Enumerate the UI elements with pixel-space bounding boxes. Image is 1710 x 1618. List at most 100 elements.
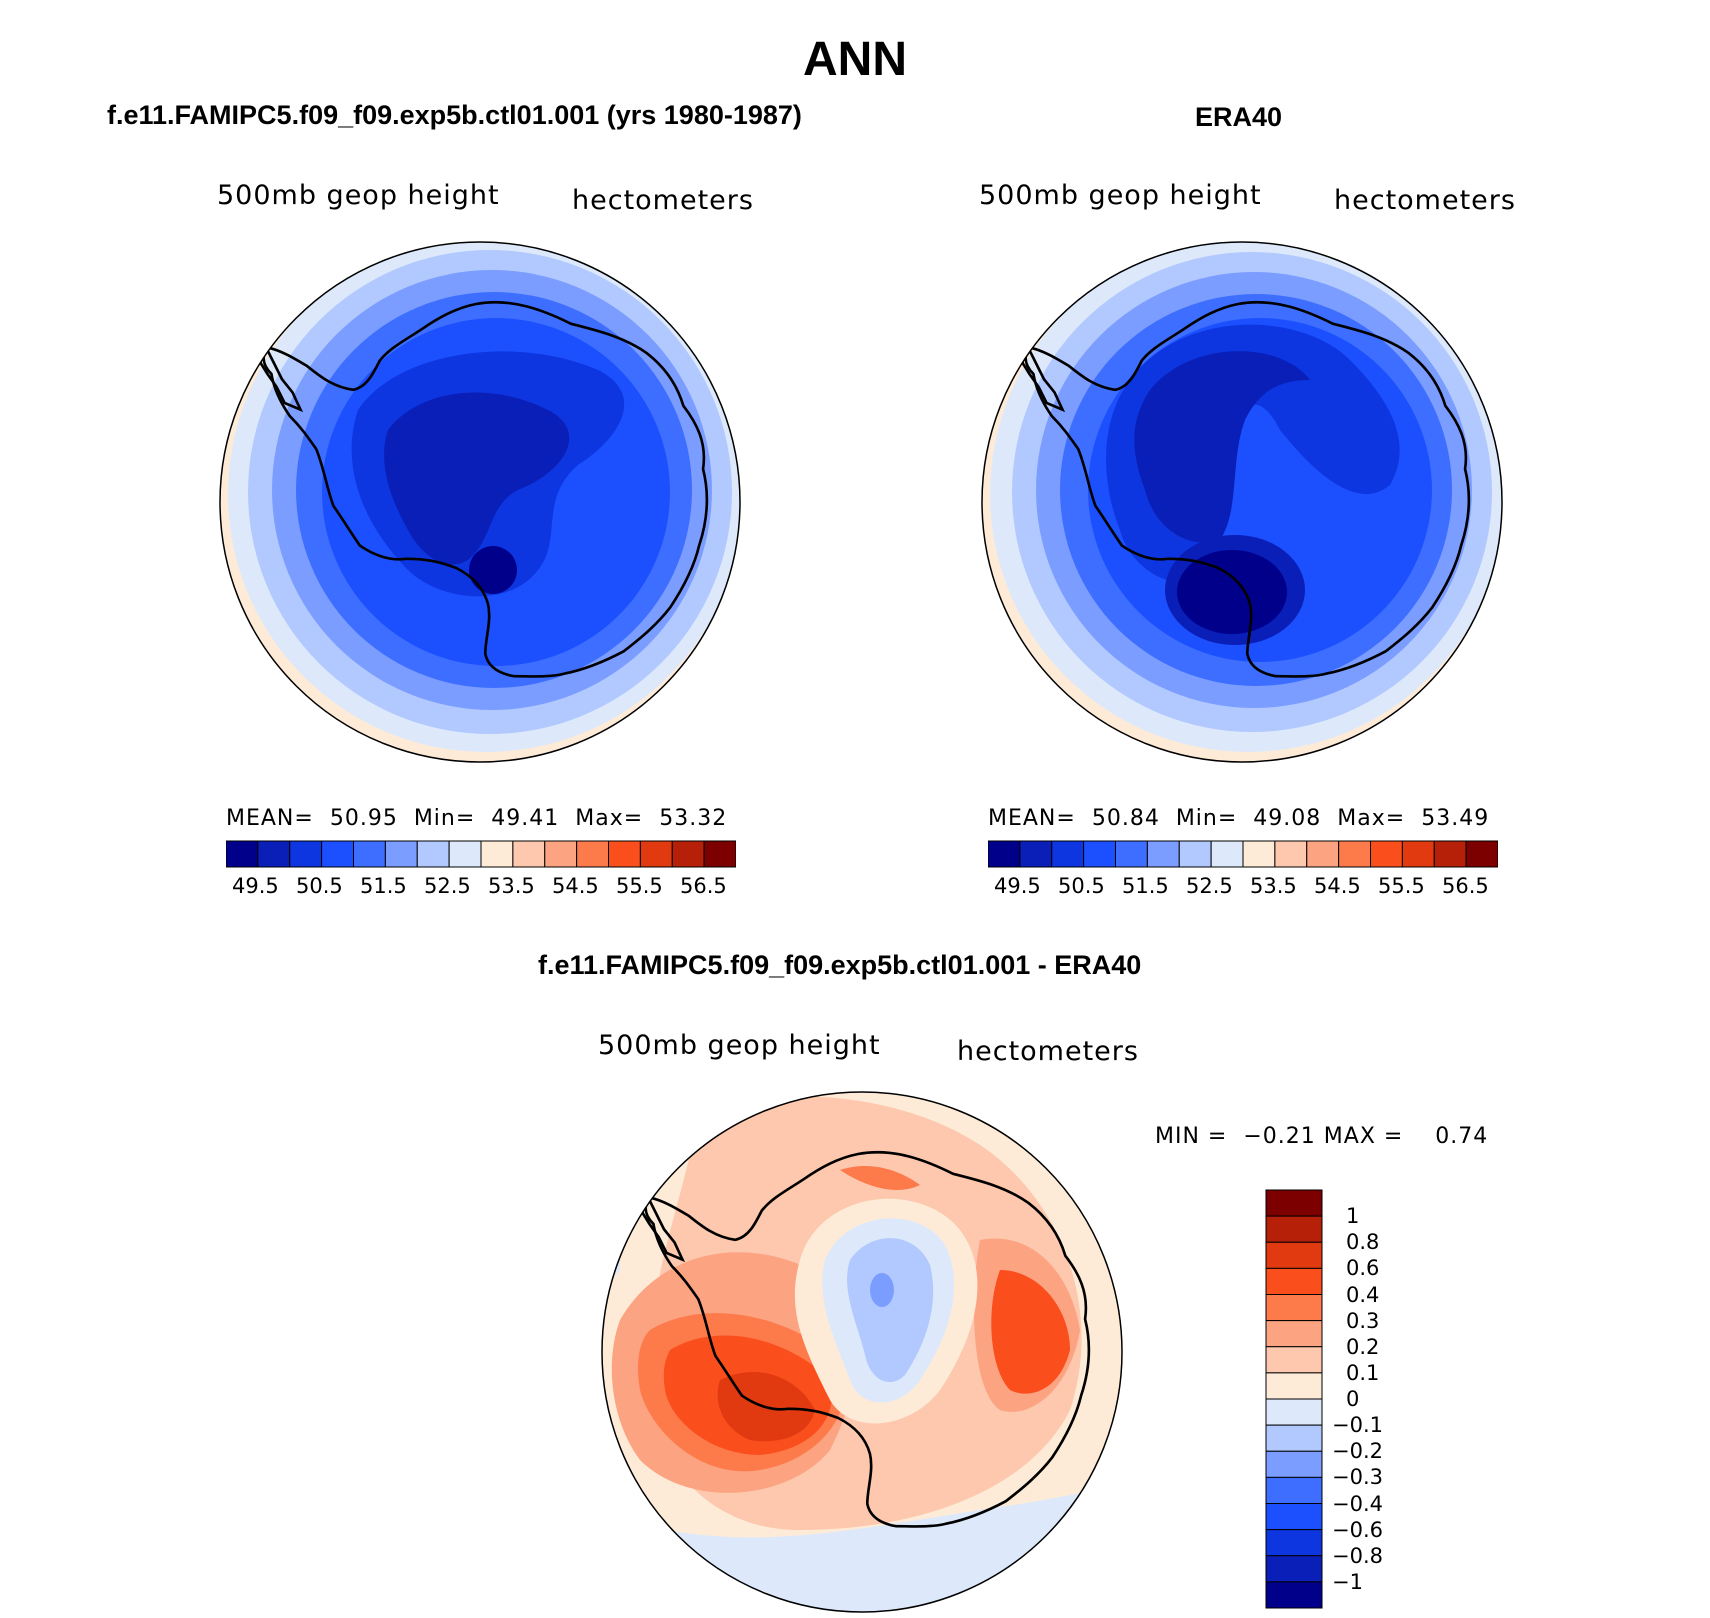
tick: 52.5 bbox=[424, 874, 471, 898]
colorbar-swatch bbox=[1265, 1372, 1323, 1400]
colorbar-swatch bbox=[384, 840, 418, 868]
panel-obs-title: ERA40 bbox=[1195, 102, 1283, 132]
colorbar-swatch bbox=[1265, 1476, 1323, 1505]
colorbar-swatch bbox=[1265, 1398, 1323, 1426]
colorbar-swatch bbox=[1265, 1450, 1323, 1478]
colorbar-swatch bbox=[1210, 840, 1244, 868]
panel-diff-units: hectometers bbox=[957, 1036, 1139, 1067]
max-label: Max= bbox=[575, 806, 644, 831]
contour-50 bbox=[384, 392, 570, 565]
panel-obs-variable: 500mb geop height bbox=[979, 180, 1262, 211]
tick: 0 bbox=[1346, 1387, 1360, 1411]
map-border bbox=[219, 241, 741, 763]
colorbar-swatch bbox=[1265, 1555, 1323, 1583]
colorbar-swatch bbox=[1265, 1529, 1323, 1557]
tick: 55.5 bbox=[616, 874, 663, 898]
max-label: Max= bbox=[1337, 806, 1406, 831]
contour-0-west bbox=[602, 1092, 620, 1290]
tick: 0.1 bbox=[1346, 1360, 1380, 1385]
tick: 53.5 bbox=[1250, 874, 1297, 898]
colorbar-swatch bbox=[703, 840, 736, 868]
tick: −0.3 bbox=[1332, 1465, 1383, 1490]
colorbar-diff bbox=[1265, 1189, 1323, 1609]
colorbar-swatch bbox=[671, 840, 705, 868]
tick: 50.5 bbox=[1058, 874, 1105, 898]
colorbar-swatch bbox=[988, 840, 1021, 868]
colorbar-swatch bbox=[1265, 1581, 1323, 1609]
min-value: 49.41 bbox=[491, 806, 560, 831]
contour-0.3-north bbox=[840, 1165, 920, 1190]
colorbar-swatch bbox=[608, 840, 641, 868]
colorbar-swatch bbox=[1433, 840, 1467, 868]
panel-model-title: f.e11.FAMIPC5.f09_f09.exp5b.ctl01.001 (y… bbox=[107, 100, 802, 130]
colorbar-swatch bbox=[1274, 840, 1308, 868]
colorbar-swatch bbox=[1265, 1320, 1323, 1348]
panel-obs-stats: MEAN= 50.84 Min= 49.08 Max= 53.49 bbox=[988, 806, 1489, 831]
tick: 50.5 bbox=[296, 874, 343, 898]
colorbar-swatch bbox=[1370, 840, 1403, 868]
panel-diff-stats: MIN = −0.21 MAX = 0.74 bbox=[1155, 1124, 1488, 1149]
min-label: MIN = bbox=[1155, 1124, 1228, 1149]
tick: 56.5 bbox=[680, 874, 727, 898]
tick: 53.5 bbox=[488, 874, 535, 898]
main-title: ANN bbox=[803, 33, 907, 86]
max-label: MAX = bbox=[1323, 1124, 1404, 1149]
panel-diff-title: f.e11.FAMIPC5.f09_f09.exp5b.ctl01.001 - … bbox=[538, 950, 1142, 980]
map-model bbox=[219, 241, 741, 763]
colorbar-swatch bbox=[416, 840, 450, 868]
tick: 52.5 bbox=[1186, 874, 1233, 898]
tick: 49.5 bbox=[232, 874, 279, 898]
panel-model-units: hectometers bbox=[572, 185, 754, 216]
contour-49.5 bbox=[469, 546, 517, 594]
tick: −0.4 bbox=[1332, 1491, 1383, 1516]
map-diff bbox=[601, 1091, 1123, 1613]
colorbar-swatch bbox=[1338, 840, 1372, 868]
panel-model-stats: MEAN= 50.95 Min= 49.41 Max= 53.32 bbox=[226, 806, 727, 831]
tick: −1 bbox=[1332, 1569, 1363, 1594]
tick: −0.2 bbox=[1332, 1439, 1383, 1464]
colorbar-obs-ticks: 49.5 50.5 51.5 52.5 53.5 54.5 55.5 56.5 bbox=[988, 874, 1498, 904]
contour-50 bbox=[1134, 351, 1310, 543]
colorbar-obs bbox=[988, 840, 1498, 868]
max-value: 53.49 bbox=[1421, 806, 1490, 831]
colorbar-swatch bbox=[353, 840, 386, 868]
mean-label: MEAN= bbox=[988, 806, 1076, 831]
tick: −0.1 bbox=[1332, 1413, 1383, 1438]
colorbar-model bbox=[226, 840, 736, 868]
panel-diff-variable: 500mb geop height bbox=[598, 1030, 881, 1061]
colorbar-swatch bbox=[1242, 840, 1276, 868]
colorbar-swatch bbox=[1265, 1503, 1323, 1531]
colorbar-swatch bbox=[480, 840, 514, 868]
colorbar-swatch bbox=[1306, 840, 1340, 868]
colorbar-swatch bbox=[639, 840, 673, 868]
min-label: Min= bbox=[1175, 806, 1238, 831]
tick: 0.6 bbox=[1346, 1256, 1380, 1281]
colorbar-swatch bbox=[448, 840, 482, 868]
tick: 51.5 bbox=[360, 874, 407, 898]
colorbar-swatch bbox=[1019, 840, 1053, 868]
colorbar-swatch bbox=[576, 840, 610, 868]
min-label: Min= bbox=[413, 806, 476, 831]
colorbar-swatch bbox=[1115, 840, 1148, 868]
tick: 0.2 bbox=[1346, 1334, 1380, 1359]
colorbar-swatch bbox=[289, 840, 323, 868]
min-value: −0.21 bbox=[1243, 1124, 1316, 1149]
colorbar-swatch bbox=[1265, 1346, 1323, 1374]
colorbar-swatch bbox=[1465, 840, 1498, 868]
colorbar-diff-ticks: 1 0.8 0.6 0.4 0.3 0.2 0.1 0 −0.1 −0.2 −0… bbox=[1332, 1189, 1412, 1609]
colorbar-swatch bbox=[1178, 840, 1212, 868]
tick: 1 bbox=[1346, 1204, 1360, 1229]
tick: 0.3 bbox=[1346, 1308, 1380, 1333]
tick: 49.5 bbox=[994, 874, 1041, 898]
colorbar-swatch bbox=[321, 840, 355, 868]
tick: 55.5 bbox=[1378, 874, 1425, 898]
colorbar-swatch bbox=[1401, 840, 1435, 868]
colorbar-swatch bbox=[544, 840, 578, 868]
colorbar-swatch bbox=[1265, 1189, 1323, 1217]
tick: 51.5 bbox=[1122, 874, 1169, 898]
tick: −0.6 bbox=[1332, 1517, 1383, 1542]
colorbar-swatch bbox=[1265, 1424, 1323, 1452]
mean-value: 50.95 bbox=[329, 806, 398, 831]
colorbar-model-ticks: 49.5 50.5 51.5 52.5 53.5 54.5 55.5 56.5 bbox=[226, 874, 736, 904]
colorbar-swatch bbox=[257, 840, 291, 868]
